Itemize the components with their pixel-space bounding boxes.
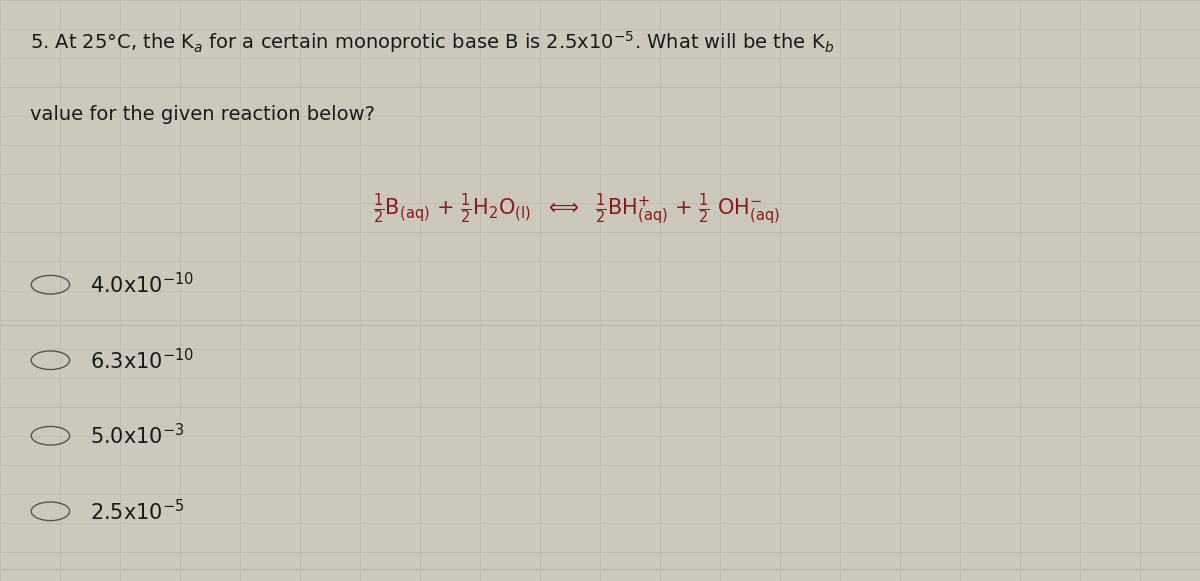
Text: 5. At 25°C, the K$_a$ for a certain monoprotic base B is 2.5x10$^{-5}$. What wil: 5. At 25°C, the K$_a$ for a certain mono…	[30, 29, 834, 55]
Text: $\frac{1}{2}$B$_{\mathregular{(aq)}}$ + $\frac{1}{2}$H$_2$O$_{\mathregular{(l)}}: $\frac{1}{2}$B$_{\mathregular{(aq)}}$ + …	[373, 192, 779, 227]
Text: 5.0x10$^{-3}$: 5.0x10$^{-3}$	[90, 423, 185, 449]
Text: 6.3x10$^{-10}$: 6.3x10$^{-10}$	[90, 347, 194, 373]
Text: 2.5x10$^{-5}$: 2.5x10$^{-5}$	[90, 498, 185, 524]
Text: 4.0x10$^{-10}$: 4.0x10$^{-10}$	[90, 272, 194, 297]
Text: value for the given reaction below?: value for the given reaction below?	[30, 105, 374, 124]
